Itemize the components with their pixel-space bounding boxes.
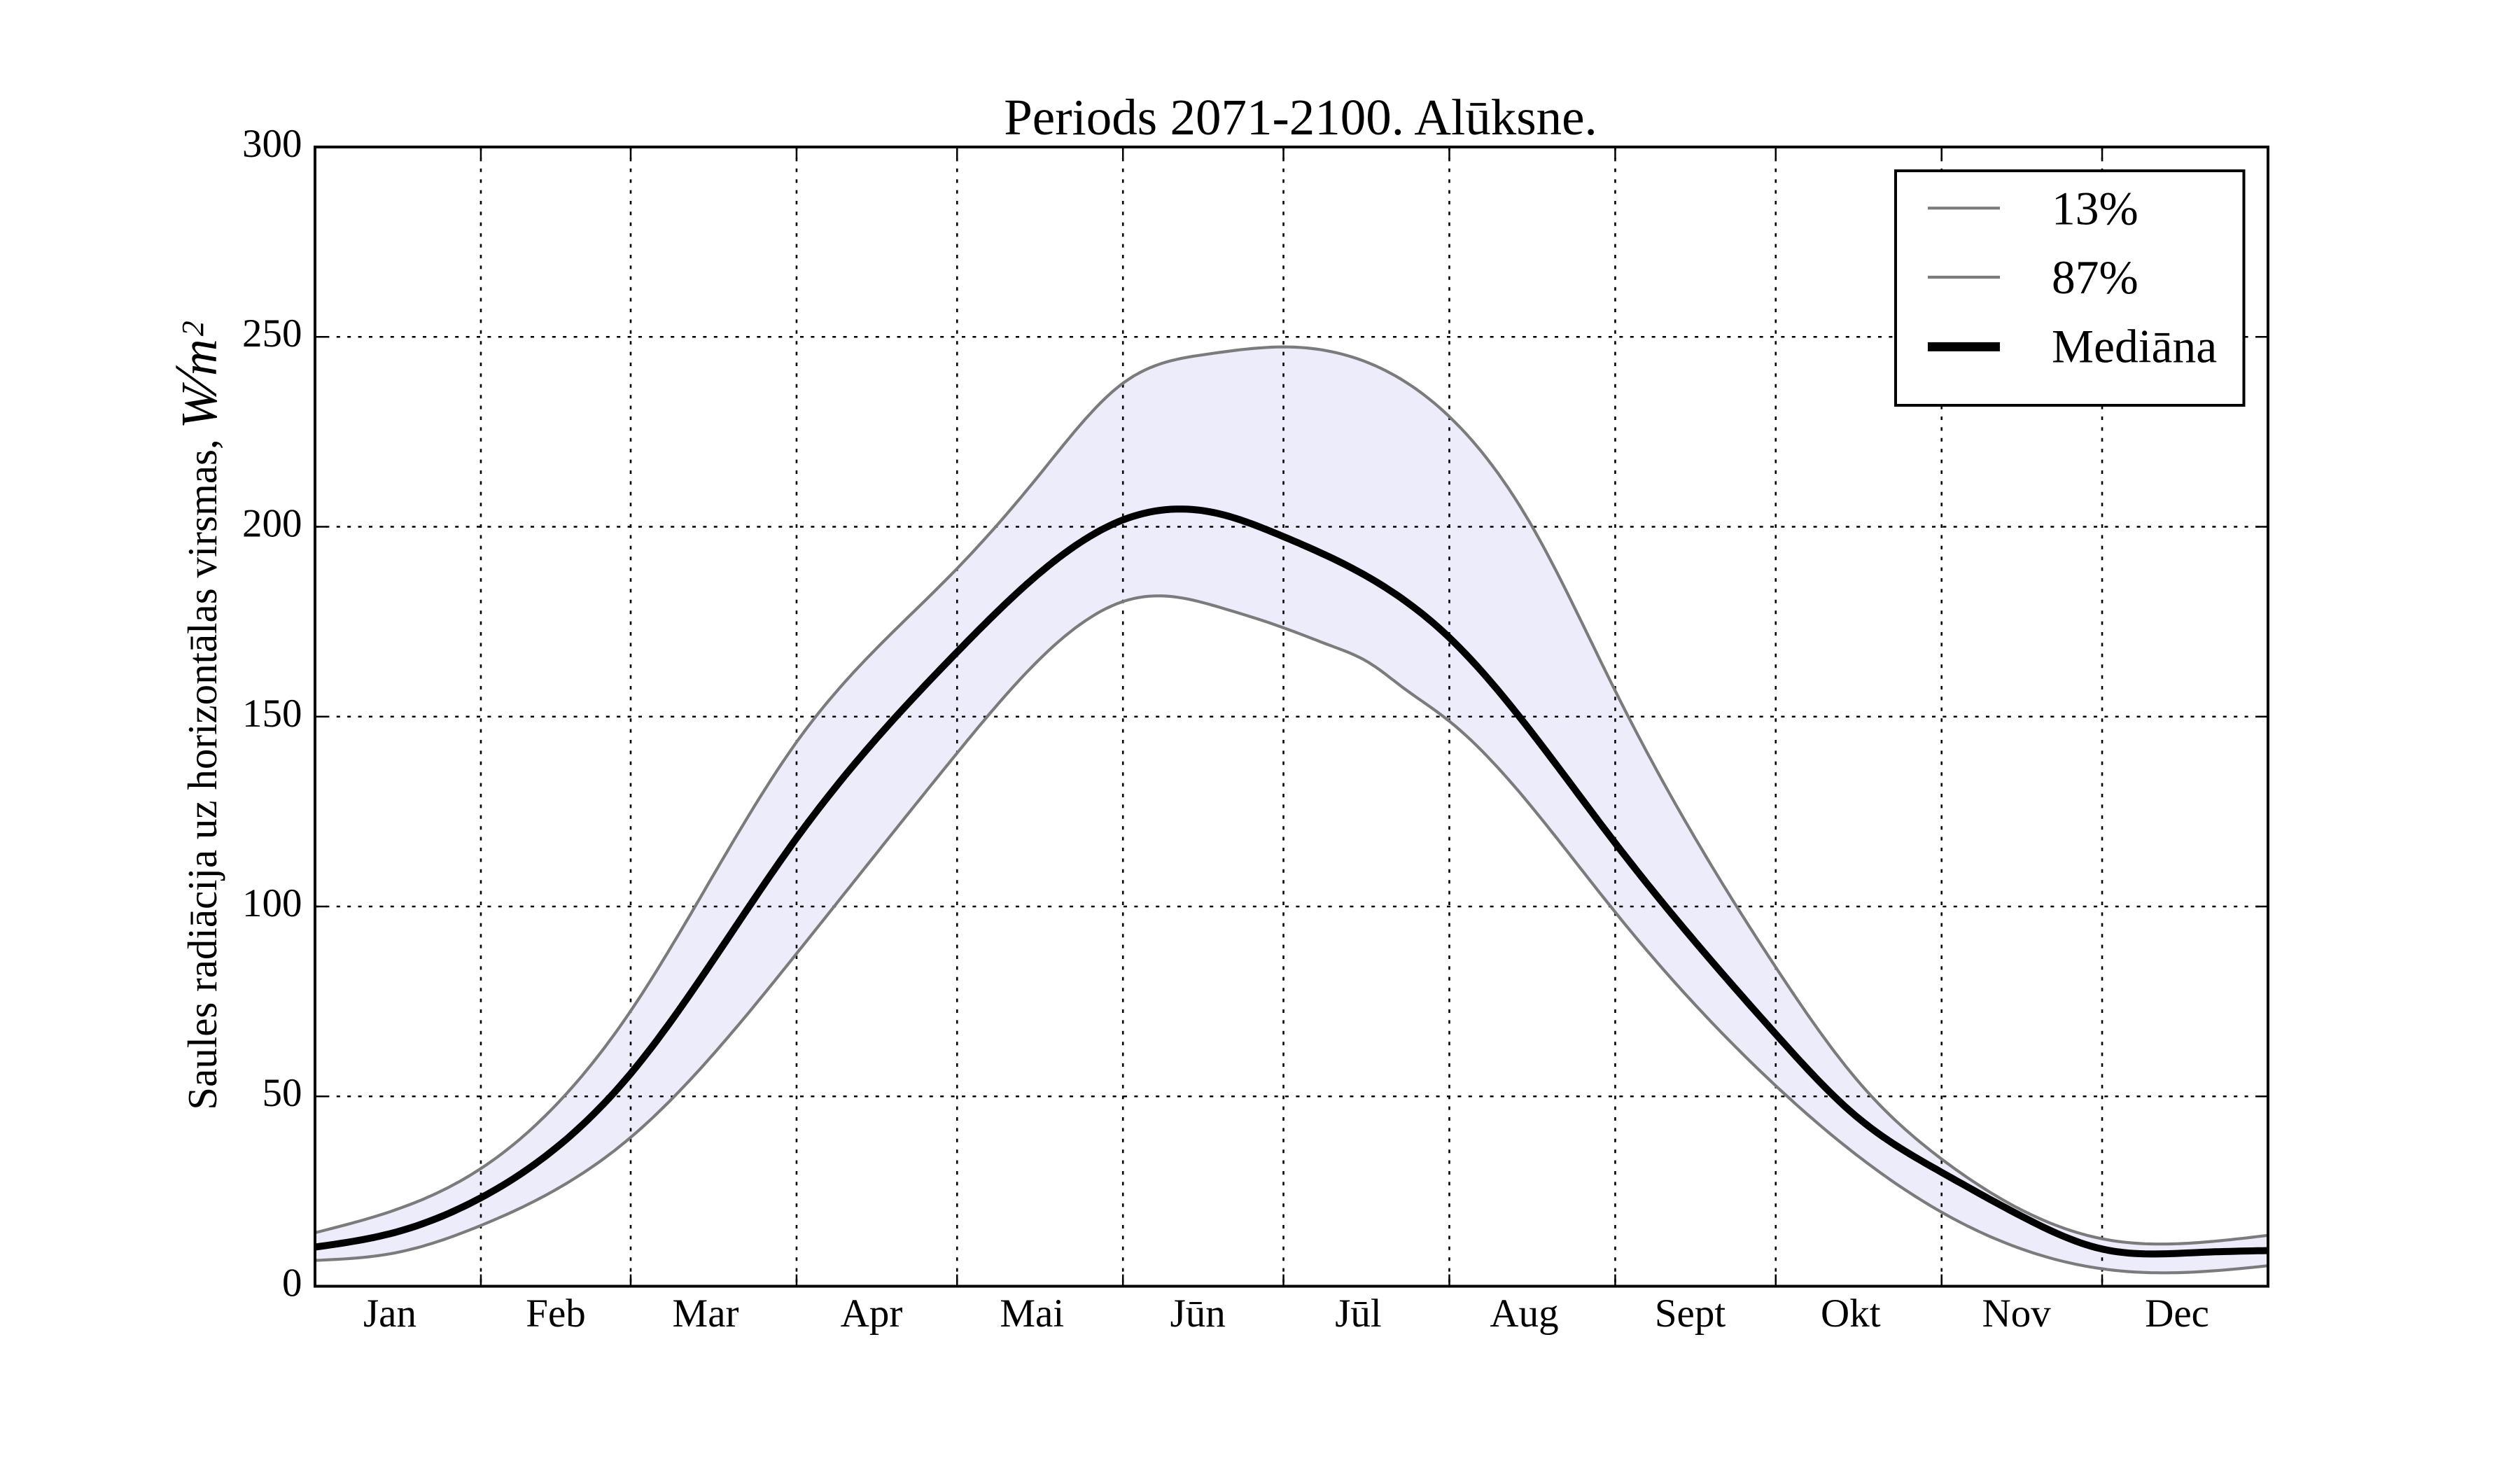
- svg-text:Jūn: Jūn: [1170, 1292, 1226, 1336]
- svg-text:50: 50: [262, 1071, 302, 1115]
- svg-text:200: 200: [242, 502, 302, 546]
- svg-text:Feb: Feb: [526, 1292, 586, 1336]
- svg-text:Dec: Dec: [2145, 1292, 2209, 1336]
- svg-text:150: 150: [242, 692, 302, 736]
- svg-text:Okt: Okt: [1821, 1292, 1881, 1336]
- svg-text:Mar: Mar: [673, 1292, 739, 1336]
- svg-text:Sept: Sept: [1655, 1292, 1726, 1336]
- svg-text:Jan: Jan: [363, 1292, 416, 1336]
- svg-text:100: 100: [242, 881, 302, 925]
- svg-text:Mai: Mai: [1000, 1292, 1064, 1336]
- svg-text:87%: 87%: [2052, 251, 2138, 304]
- svg-text:13%: 13%: [2052, 182, 2138, 234]
- svg-text:Mediāna: Mediāna: [2052, 321, 2217, 373]
- svg-text:300: 300: [242, 122, 302, 166]
- svg-text:0: 0: [282, 1261, 302, 1306]
- svg-text:Apr: Apr: [841, 1292, 903, 1336]
- svg-text:250: 250: [242, 312, 302, 356]
- svg-text:Periods 2071-2100. Alūksne.: Periods 2071-2100. Alūksne.: [1004, 89, 1597, 146]
- svg-text:Aug: Aug: [1490, 1292, 1558, 1336]
- svg-text:Nov: Nov: [1982, 1292, 2052, 1336]
- svg-text:Jūl: Jūl: [1335, 1292, 1382, 1336]
